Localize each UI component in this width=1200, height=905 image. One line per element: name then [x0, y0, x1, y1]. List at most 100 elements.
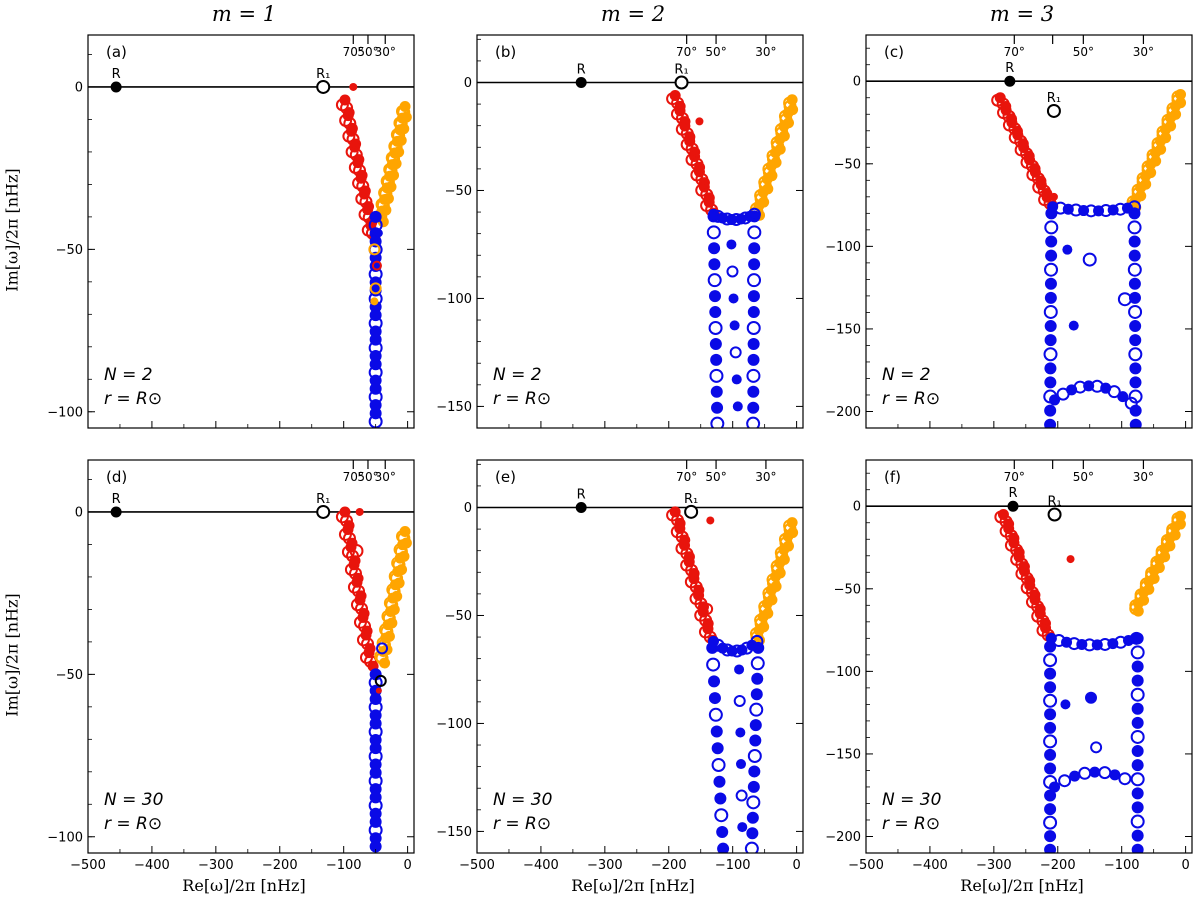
x-tick-label: −300 [198, 858, 234, 873]
top-axis-label: 30° [1133, 470, 1154, 484]
blue-inner-arc-point [1049, 781, 1061, 793]
y-tick-label: −50 [56, 668, 83, 683]
blue-arm-point [710, 725, 723, 738]
extra-point-blue [1062, 244, 1073, 255]
blue-arm-point [1043, 693, 1058, 708]
annotation-r: r = R⊙ [493, 389, 551, 409]
extra-point-red [706, 516, 715, 525]
blue-arm-point [1130, 687, 1145, 702]
x-tick-label: −400 [523, 858, 559, 873]
blue-arm-point [746, 416, 761, 428]
blue-arm-point [1131, 674, 1144, 687]
top-axis-label: 50° [357, 45, 378, 59]
blue-arm-point [1129, 320, 1142, 333]
marker-label-R1: R₁ [316, 492, 330, 507]
blue-arm-point [729, 346, 742, 359]
annotation-N: N = 30 [493, 790, 552, 810]
extra-point-red [349, 82, 358, 91]
blue-bottom-point [1127, 200, 1141, 214]
blue-arm-point [1044, 334, 1057, 347]
top-axis-label: 30° [375, 470, 396, 484]
blue-inner-arc-point [1069, 770, 1081, 782]
data-points [335, 82, 412, 428]
blue-bottom-point [747, 207, 761, 221]
extra-point-orange [369, 282, 382, 295]
blue-arm-point [1131, 801, 1144, 814]
top-axis-label: 30° [1133, 45, 1154, 59]
blue-arm-point [1128, 235, 1141, 248]
top-axis-label: 50° [1073, 470, 1094, 484]
marker-label-R1: R₁ [674, 63, 688, 78]
x-tick-label: 0 [1181, 858, 1189, 873]
top-axis-label: 50° [705, 470, 726, 484]
x-tick-label: −500 [848, 858, 884, 873]
top-axis-label: 70° [676, 470, 697, 484]
top-axis-label: 30° [755, 45, 776, 59]
x-tick-label: −400 [912, 858, 948, 873]
column-title-m1: m = 1 [211, 2, 277, 26]
x-tick-label: −200 [1040, 858, 1076, 873]
blue-arm-point [746, 321, 761, 336]
blue-arm-point [1043, 815, 1058, 830]
x-tick-label: −300 [587, 858, 623, 873]
axes-frame [476, 459, 804, 854]
blue-arm-point [748, 765, 761, 778]
y-tick-label: 0 [853, 500, 861, 515]
y-tick-label: −150 [825, 322, 861, 337]
marker-R [1007, 500, 1019, 512]
blue-arm-point [711, 758, 726, 773]
blue-arm-point [1043, 347, 1058, 362]
blue-arm-point [1044, 376, 1057, 389]
red-branch-point [350, 598, 364, 612]
x-tick-label: 0 [792, 858, 800, 873]
blue-arm-point [708, 290, 721, 303]
axes-frame [87, 34, 415, 429]
panel-label: (e) [495, 468, 516, 486]
marker-label-R: R [577, 63, 586, 78]
blue-arm-point [706, 225, 721, 240]
blue-arm-point [1129, 418, 1142, 428]
x-tick-label: −300 [976, 858, 1012, 873]
blue-arm-point [369, 832, 382, 845]
panel-label: (a) [106, 43, 127, 61]
annotation-N: N = 2 [104, 365, 153, 385]
y-tick-label: −200 [825, 405, 861, 420]
extra-point-blue [1068, 320, 1079, 331]
blue-inner-arc-point [1107, 385, 1121, 399]
blue-arm-point [1131, 716, 1144, 729]
extra-point-red [695, 117, 704, 126]
panel-e: R R₁ −500 −400 −300 −200 −100 0 0 −50 −100 −150 70° 5… [436, 459, 804, 873]
blue-arm-point [748, 242, 761, 255]
marker-R [110, 81, 122, 93]
blue-arm-point [1127, 262, 1142, 277]
top-axis-label: 50° [357, 470, 378, 484]
blue-arm-point [710, 416, 725, 428]
extra-point-blue [1117, 292, 1132, 307]
blue-arm-point [1045, 249, 1058, 262]
blue-arm-point [1129, 362, 1142, 375]
blue-arm-point [1128, 347, 1143, 362]
blue-arm-point [1128, 304, 1143, 319]
blue-inner-arc-point [1078, 766, 1092, 780]
blue-arm-point [709, 337, 722, 350]
blue-inner-arc-point [1118, 772, 1132, 786]
blue-arm-point [708, 321, 723, 336]
blue-inner-arc-point [1049, 394, 1061, 406]
x-tick-label: −100 [715, 858, 751, 873]
blue-arm-point [1044, 789, 1057, 802]
red-branch-point [347, 580, 361, 594]
x-tick-label: −500 [70, 858, 106, 873]
blue-arm-point [709, 306, 722, 319]
blue-arm-point [1128, 277, 1141, 290]
blue-bottom-point [1129, 631, 1143, 645]
annotation-r: r = R⊙ [882, 814, 940, 834]
y-tick-label: −50 [445, 609, 472, 624]
blue-arm-point [1043, 734, 1058, 749]
blue-arm-point [746, 811, 759, 824]
top-axis-label: 70° [676, 45, 697, 59]
marker-label-R: R [1005, 61, 1014, 76]
blue-arm-point [1044, 640, 1057, 653]
blue-arm-point [746, 795, 761, 810]
red-branch-point [353, 615, 367, 629]
blue-inner-arc-point [1109, 769, 1121, 781]
